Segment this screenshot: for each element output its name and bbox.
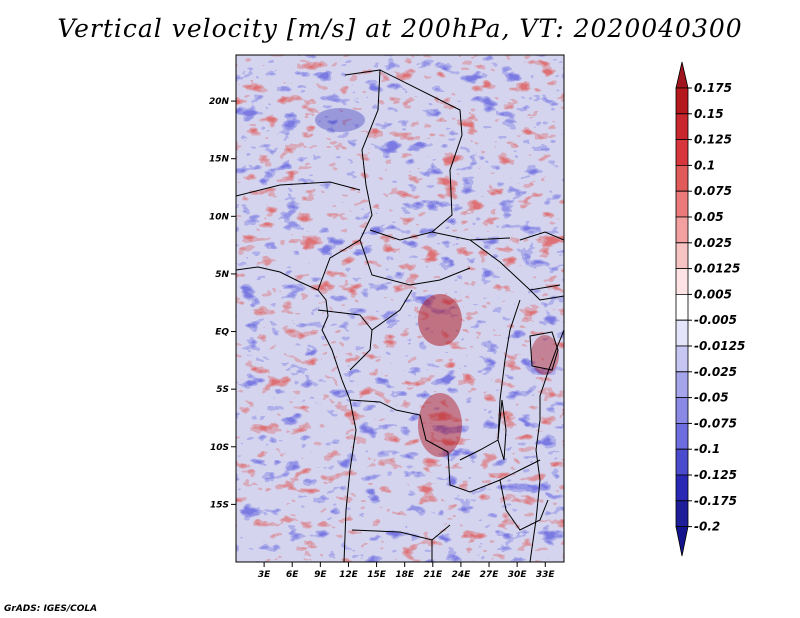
x-axis: 3E 6E 9E 12E 15E 18E 21E 24E 27E 30E 33E: [258, 562, 556, 580]
colorbar-label: 0.025: [694, 236, 732, 250]
x-tick-label: 15E: [367, 570, 387, 580]
border-niger-chad: [344, 69, 381, 186]
border-angola-south: [351, 524, 451, 541]
velocity-field: [236, 55, 564, 562]
x-tick-label: 3E: [258, 570, 271, 580]
border-libya-chad: [379, 69, 463, 136]
x-tick-label: 6E: [286, 570, 299, 580]
colorbar-label: 0.005: [694, 287, 732, 301]
colorbar-swatch: [675, 448, 689, 476]
colorbar-label: 0.1: [694, 158, 715, 172]
colorbar-swatch: [675, 345, 689, 373]
country-borders: [236, 69, 564, 562]
border-mozambique: [499, 479, 549, 531]
x-tick-label: 27E: [480, 570, 500, 580]
colorbar-label: -0.005: [694, 313, 737, 327]
colorbar-label: 0.175: [694, 81, 732, 95]
x-tick-label: 18E: [395, 570, 415, 580]
colorbar-label: -0.025: [694, 365, 737, 379]
grads-credit: GrADS: IGES/COLA: [4, 604, 98, 614]
border-car-north: [369, 229, 511, 241]
y-tick-label: 10N: [209, 212, 230, 222]
colorbar-label: -0.175: [694, 494, 737, 508]
colorbar-label: 0.15: [694, 107, 724, 121]
y-tick-label: 20N: [209, 97, 230, 107]
colorbar-label: -0.05: [694, 391, 729, 405]
border-drc-west: [371, 289, 413, 331]
x-tick-label: 12E: [339, 570, 359, 580]
colorbar-swatch: [675, 397, 689, 424]
y-tick-label: 15S: [210, 500, 229, 510]
border-nigeria-north: [236, 181, 361, 197]
y-tick-label: EQ: [215, 328, 229, 338]
border-ethiopia: [519, 231, 564, 241]
chart-title: Vertical velocity [m/s] at 200hPa, VT: 2…: [57, 14, 743, 43]
lake-victoria: [529, 331, 559, 371]
colorbar-swatch: [675, 474, 689, 502]
colorbar-label: -0.2: [694, 520, 720, 534]
colorbar: 0.175 0.15 0.125 0.1 0.075 0.05 0.025 0.0125 0.0…: [675, 61, 745, 557]
y-tick-label: 5S: [216, 385, 229, 395]
colorbar-swatch: [675, 216, 689, 244]
colorbar-swatch: [675, 242, 689, 270]
colorbar-swatch: [675, 526, 689, 557]
x-tick-label: 21E: [423, 570, 443, 580]
x-tick-label: 33E: [536, 570, 556, 580]
y-tick-label: 15N: [209, 155, 230, 165]
convection-cell-congo-north: [418, 294, 462, 346]
border-zambia: [447, 451, 541, 493]
colorbar-label: -0.075: [694, 416, 737, 430]
y-axis: 20N 15N 10N 5N EQ 5S 10S 15S: [209, 97, 236, 510]
y-tick-label: 10S: [210, 443, 229, 453]
y-tick-label: 5N: [215, 270, 229, 280]
border-south-sudan: [469, 239, 561, 291]
lake-tanganyika: [497, 399, 507, 461]
colorbar-label: 0.075: [694, 184, 732, 198]
x-tick-label: 30E: [508, 570, 528, 580]
colorbar-label: 0.0125: [694, 262, 740, 276]
colorbar-swatch: [675, 500, 689, 527]
colorbar-swatch: [675, 61, 689, 89]
border-chad-sudan: [431, 134, 463, 233]
coastline-east: [529, 329, 564, 562]
colorbar-swatch: [675, 268, 689, 295]
colorbar-swatch: [675, 319, 689, 347]
colorbar-swatch: [675, 190, 689, 218]
map-frame: [235, 54, 565, 563]
subsidence-cell-north: [315, 108, 365, 132]
colorbar-swatch: [675, 293, 689, 321]
strong-convection-cells: [315, 108, 559, 457]
convection-cell-east: [531, 335, 559, 375]
colorbar-swatch: [675, 422, 689, 450]
colorbar-label: -0.0125: [694, 339, 745, 353]
x-tick-label: 24E: [452, 570, 472, 580]
colorbar-label: -0.1: [694, 442, 720, 456]
colorbar-swatch: [675, 139, 689, 166]
colorbar-label: 0.125: [694, 133, 732, 147]
colorbar-swatch: [675, 87, 689, 115]
border-car-south: [359, 239, 471, 286]
coastline-west: [236, 266, 357, 562]
x-tick-label: 9E: [314, 570, 327, 580]
border-drc-angola: [349, 399, 449, 453]
colorbar-label: 0.05: [694, 210, 724, 224]
map-panel: [235, 54, 565, 563]
colorbar-swatch: [675, 371, 689, 399]
colorbar-label: -0.125: [694, 468, 737, 482]
border-drc-east: [459, 299, 521, 461]
border-kenya: [529, 289, 564, 301]
colorbar-swatch: [675, 113, 689, 141]
colorbar-swatch: [675, 164, 689, 192]
convection-cell-congo-south: [418, 393, 462, 457]
